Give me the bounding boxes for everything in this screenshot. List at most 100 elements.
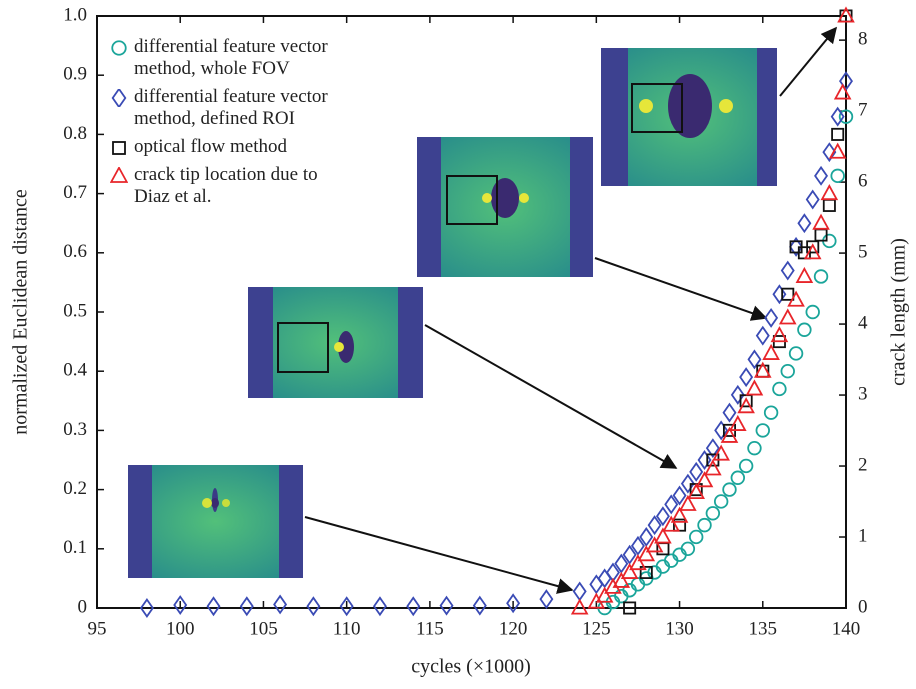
inset-3 [417, 137, 593, 277]
marker-circle [698, 519, 711, 532]
x-tick-label: 115 [416, 618, 444, 639]
y2-tick-label: 8 [858, 28, 868, 49]
marker-diamond [782, 262, 794, 279]
y2-tick-label: 2 [858, 454, 868, 475]
marker-square [782, 289, 793, 300]
marker-diamond [724, 404, 736, 421]
legend-entry: crack tip location due to Diaz et al. [110, 164, 349, 208]
y-tick-label: 0.1 [63, 537, 87, 558]
marker-diamond [541, 591, 553, 608]
marker-triangle [797, 269, 812, 282]
x-tick-label: 140 [832, 618, 861, 639]
legend: differential feature vector method, whol… [110, 36, 349, 208]
marker-diamond [590, 576, 602, 593]
y2-tick-label: 7 [858, 99, 868, 120]
legend-label: differential feature vector method, defi… [134, 86, 349, 130]
y2-tick-label: 5 [858, 241, 868, 262]
legend-marker [110, 89, 128, 107]
arrow [305, 517, 572, 590]
marker-triangle [822, 186, 837, 199]
marker-circle [781, 365, 794, 378]
marker-diamond [799, 215, 811, 232]
x-tick-label: 110 [333, 618, 361, 639]
inset-1 [128, 465, 303, 578]
marker-circle [748, 442, 761, 455]
legend-entry: differential feature vector method, whol… [110, 36, 349, 80]
x-tick-label: 135 [749, 618, 778, 639]
marker-circle [732, 471, 745, 484]
marker-circle [756, 424, 769, 437]
marker-diamond [757, 327, 769, 344]
y-tick-label: 0.2 [63, 478, 87, 499]
marker-diamond [113, 89, 126, 107]
x-tick-label: 100 [166, 618, 195, 639]
marker-circle [815, 270, 828, 283]
marker-diamond [441, 597, 453, 614]
marker-diamond [574, 583, 586, 600]
marker-diamond [374, 598, 386, 615]
arrow [780, 28, 836, 96]
marker-circle [831, 170, 844, 183]
x-tick-label: 105 [249, 618, 278, 639]
legend-entry: optical flow method [110, 136, 349, 158]
marker-diamond [407, 598, 419, 615]
marker-circle [806, 306, 819, 319]
y-tick-label: 1.0 [63, 4, 87, 25]
page: cycles (×1000) normalized Euclidean dist… [0, 0, 916, 689]
marker-circle [112, 41, 126, 55]
marker-circle [790, 347, 803, 360]
legend-entry: differential feature vector method, defi… [110, 86, 349, 130]
y-tick-label: 0.9 [63, 64, 87, 85]
marker-circle [707, 507, 720, 520]
marker-circle [765, 406, 778, 419]
x-tick-label: 120 [499, 618, 528, 639]
marker-triangle [111, 168, 127, 182]
arrow [425, 325, 676, 468]
marker-diamond [807, 191, 819, 208]
marker-triangle [780, 310, 795, 323]
marker-diamond [599, 570, 611, 587]
arrow [595, 258, 766, 318]
marker-circle [773, 383, 786, 396]
marker-diamond [690, 463, 702, 480]
marker-circle [690, 531, 703, 544]
x-tick-label: 130 [665, 618, 694, 639]
marker-diamond [274, 596, 286, 613]
x-axis-label: cycles (×1000) [411, 656, 531, 678]
legend-marker [110, 39, 128, 57]
x-tick-label: 125 [582, 618, 611, 639]
legend-marker [110, 139, 128, 157]
marker-diamond [815, 167, 827, 184]
legend-label: crack tip location due to Diaz et al. [134, 164, 349, 208]
inset-2 [248, 287, 423, 398]
y-axis-label: normalized Euclidean distance [10, 189, 32, 435]
marker-square [815, 229, 826, 240]
marker-diamond [208, 598, 220, 615]
y-tick-label: 0 [78, 596, 88, 617]
y-tick-label: 0.8 [63, 123, 87, 144]
marker-circle [798, 323, 811, 336]
marker-diamond [307, 598, 319, 615]
y2-tick-label: 0 [858, 596, 868, 617]
y-tick-label: 0.6 [63, 241, 87, 262]
marker-diamond [765, 310, 777, 327]
y-tick-label: 0.4 [63, 360, 87, 381]
marker-diamond [740, 369, 752, 386]
x-tick-label: 95 [88, 618, 107, 639]
marker-square [113, 142, 125, 154]
marker-triangle [814, 216, 829, 229]
marker-triangle [747, 381, 762, 394]
marker-circle [723, 483, 736, 496]
marker-circle [740, 460, 753, 473]
y2-tick-label: 1 [858, 525, 868, 546]
y2-tick-label: 4 [858, 312, 868, 333]
marker-diamond [474, 597, 486, 614]
marker-square [832, 129, 843, 140]
y2-tick-label: 6 [858, 170, 868, 191]
marker-circle [715, 495, 728, 508]
marker-diamond [241, 598, 253, 615]
y2-axis-label: crack length (mm) [888, 238, 910, 386]
marker-triangle [731, 417, 746, 430]
y-tick-label: 0.3 [63, 419, 87, 440]
y-tick-label: 0.7 [63, 182, 87, 203]
